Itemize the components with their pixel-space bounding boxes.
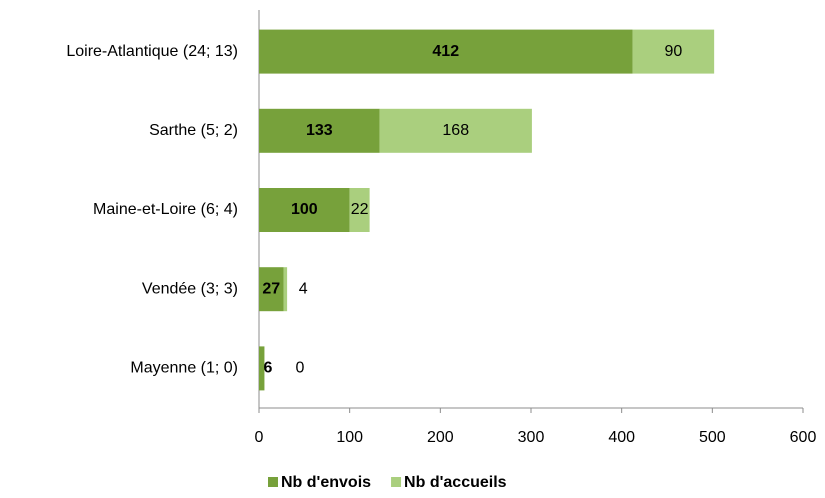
bar-segment [632,29,715,74]
data-label: 6 [264,360,273,377]
data-label: 4 [299,280,308,297]
bar-segment [259,346,265,391]
data-label: 168 [442,122,469,139]
category-label: Vendée (3; 3) [142,280,238,297]
legend-label: Nb d'envois [281,474,371,491]
x-tick-label: 300 [518,429,545,446]
bar-segment [259,29,633,74]
data-label: 412 [432,43,459,60]
bar-segment [283,267,288,312]
data-label: 22 [351,201,369,218]
category-label: Sarthe (5; 2) [149,122,238,139]
x-tick-label: 500 [699,429,726,446]
x-tick-label: 400 [608,429,635,446]
legend-swatch [268,477,278,487]
x-tick-label: 200 [427,429,454,446]
category-label: Maine-et-Loire (6; 4) [93,201,238,218]
x-tick-label: 100 [336,429,363,446]
x-tick-label: 0 [255,429,264,446]
x-tick-label: 600 [790,429,817,446]
legend-swatch [391,477,402,487]
bar-segment [259,108,380,153]
category-label: Loire-Atlantique (24; 13) [66,43,238,60]
category-label: Mayenne (1; 0) [130,360,238,377]
bar-segment [259,267,284,312]
bar-segment [259,188,350,232]
data-label: 27 [262,280,280,297]
bar-segment [349,188,370,232]
data-label: 0 [296,360,305,377]
bar-segment [379,108,532,153]
data-label: 100 [291,201,318,218]
legend-label: Nb d'accueils [404,474,507,491]
data-label: 90 [664,43,682,60]
data-label: 133 [306,122,333,139]
